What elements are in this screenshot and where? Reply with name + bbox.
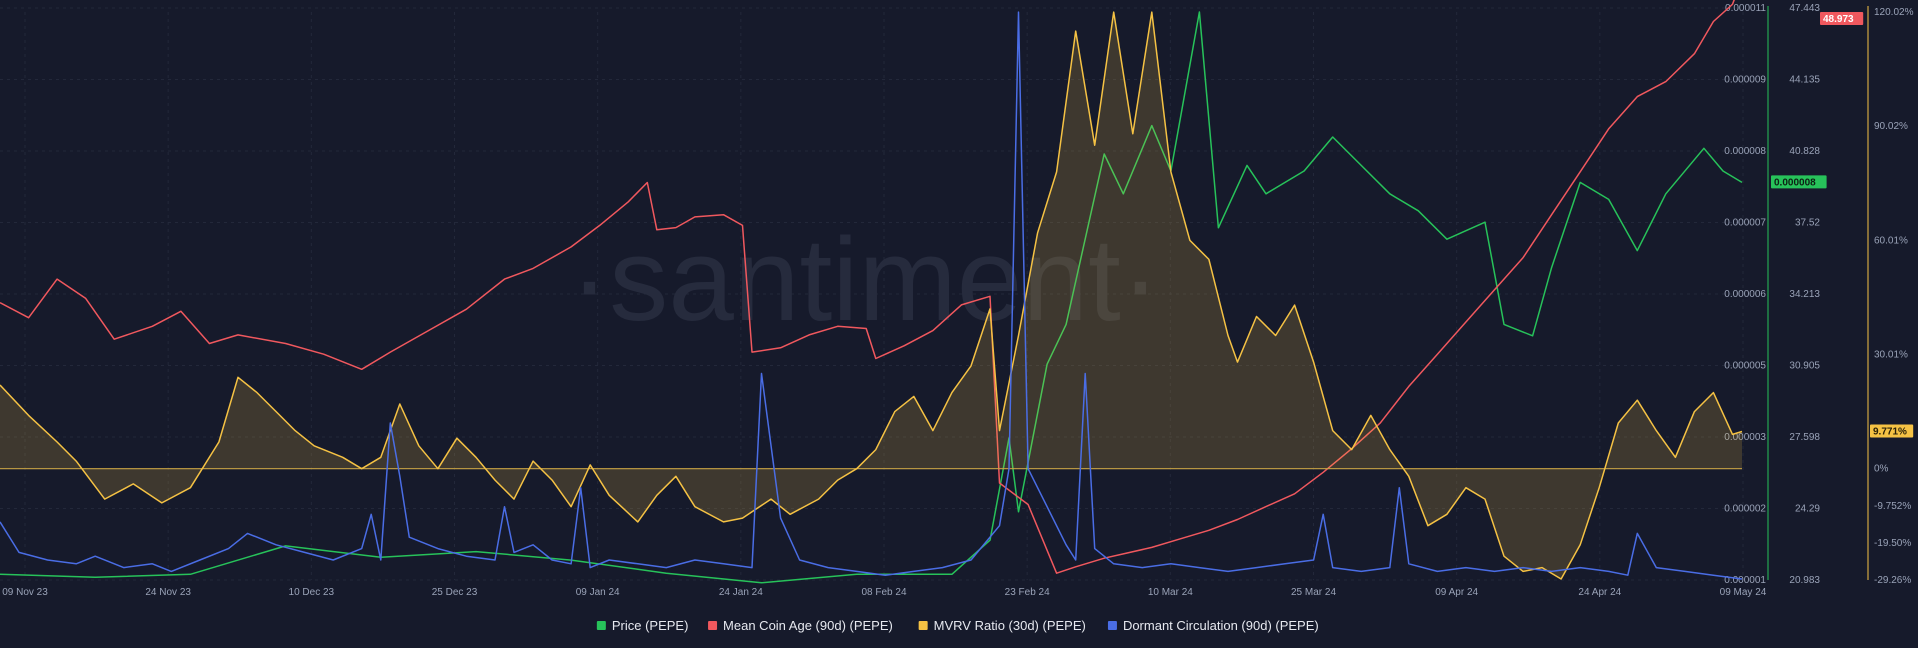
x-tick-label: 10 Dec 23 (289, 587, 335, 598)
coin_age-tick-label: 24.29 (1795, 504, 1820, 515)
x-tick-label: 09 May 24 (1720, 587, 1767, 598)
mvrv-tick-label: -29.26% (1874, 575, 1911, 586)
series-line-1 (0, 0, 1735, 574)
mvrv-tick-label: 30.01% (1874, 349, 1908, 360)
coin_age-tick-label: 27.598 (1789, 432, 1820, 443)
coin_age-tick-label: 40.828 (1789, 146, 1820, 157)
price-tick-label: 0.000007 (1724, 218, 1766, 229)
coin_age-tick-label: 37.52 (1795, 218, 1820, 229)
legend-swatch-0 (596, 621, 606, 630)
x-tick-label: 25 Mar 24 (1291, 587, 1336, 598)
legend-swatch-1 (708, 621, 718, 630)
price-tick-label: 0.000006 (1724, 289, 1766, 300)
x-tick-label: 23 Feb 24 (1005, 587, 1050, 598)
mvrv-tick-label: 0% (1874, 464, 1889, 475)
price-tick-label: 0.000011 (1725, 3, 1766, 14)
mvrv-tick-label: -19.50% (1874, 538, 1911, 549)
mvrv-tick-label: 120.02% (1874, 7, 1914, 18)
gridlines (0, 7, 1744, 581)
coin-age-current-badge-bg (1820, 12, 1864, 25)
watermark: ·santiment· (570, 214, 1160, 346)
x-tick-label: 24 Nov 23 (145, 587, 191, 598)
coin_age-tick-label: 47.443 (1789, 3, 1820, 14)
y-axes: 0.000011 0.000009 0.000008 0.000007 0.000006… (1724, 3, 1913, 586)
series-line-0 (0, 11, 1743, 584)
mvrv-tick-label: 90.02% (1874, 121, 1908, 132)
x-tick-label: 09 Jan 24 (576, 587, 620, 598)
price-current-badge-bg (1771, 175, 1827, 189)
coin_age-tick-label: 34.213 (1789, 289, 1820, 300)
legend-swatch-2 (918, 621, 928, 630)
mvrv-area (0, 12, 1742, 580)
x-tick-label: 24 Jan 24 (719, 587, 763, 598)
price-tick-label: 0.000009 (1724, 75, 1766, 86)
series-line-3 (0, 11, 1743, 580)
x-tick-label: 09 Apr 24 (1435, 587, 1478, 598)
x-axis: 09 Nov 23 24 Nov 23 10 Dec 23 25 Dec 23 09 J… (2, 587, 1767, 598)
mvrv-tick-label: -9.752% (1874, 501, 1911, 512)
mvrv-tick-label: 60.01% (1874, 235, 1908, 246)
price-current-badge: 0.000008 (1774, 177, 1816, 188)
coin_age-tick-label: 30.905 (1789, 361, 1820, 372)
x-tick-label: 24 Apr 24 (1578, 587, 1621, 598)
price-tick-label: 0.000003 (1724, 432, 1766, 443)
price-tick-label: 0.000005 (1724, 361, 1766, 372)
legend-label-2: MVRV Ratio (30d) (PEPE) (934, 618, 1086, 633)
x-tick-label: 09 Nov 23 (2, 587, 48, 598)
coin_age-tick-label: 44.135 (1789, 75, 1820, 86)
mvrv-current-badge-bg (1870, 424, 1914, 438)
x-tick-label: 08 Feb 24 (861, 587, 906, 598)
price-tick-label: 0.000002 (1724, 504, 1766, 515)
coin_age-tick-label: 20.983 (1789, 575, 1820, 586)
series-line-2 (0, 11, 1743, 580)
legend-label-1: Mean Coin Age (90d) (PEPE) (723, 618, 893, 633)
legend-label-0: Price (PEPE) (612, 618, 689, 633)
mvrv-current-badge: 9.771% (1873, 426, 1907, 437)
current-value-badges: 0.000008 48.973 9.771% (1771, 12, 1914, 438)
price-tick-label: 0.000008 (1724, 146, 1766, 157)
x-tick-label: 10 Mar 24 (1148, 587, 1193, 598)
plot-area (0, 0, 1743, 584)
price-tick-label: 0.000001 (1724, 575, 1766, 586)
legend: Price (PEPE) Mean Coin Age (90d) (PEPE) MV… (596, 618, 1319, 633)
coin-age-current-badge: 48.973 (1823, 14, 1854, 25)
legend-swatch-3 (1107, 621, 1117, 630)
legend-label-3: Dormant Circulation (90d) (PEPE) (1123, 618, 1319, 633)
x-tick-label: 25 Dec 23 (432, 587, 478, 598)
